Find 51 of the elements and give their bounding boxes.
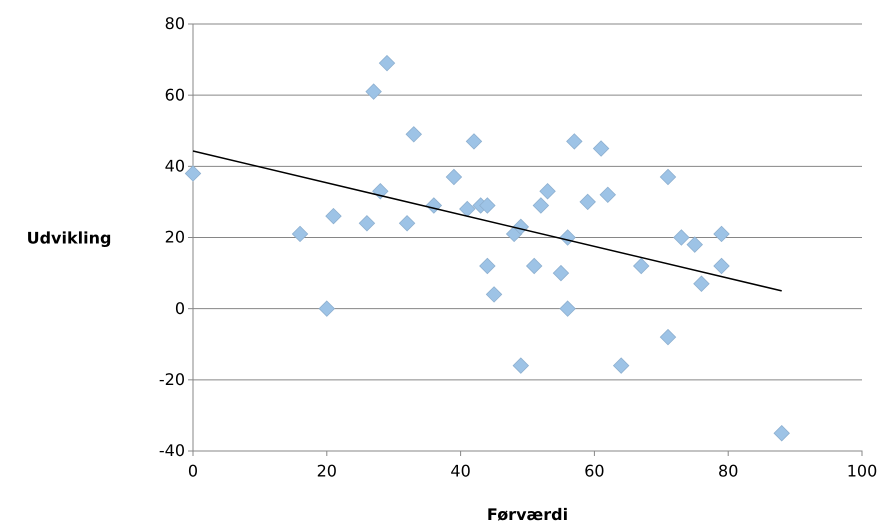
point — [532, 197, 549, 214]
x-tick-label: 100 — [846, 462, 878, 481]
point — [580, 194, 596, 210]
point — [713, 258, 730, 274]
point — [406, 126, 422, 142]
point — [325, 208, 342, 224]
y-tick-label: -20 — [158, 370, 185, 389]
x-tick-label: 60 — [584, 462, 605, 481]
point — [378, 55, 396, 72]
point — [459, 200, 476, 218]
point — [540, 183, 556, 200]
point — [713, 226, 730, 242]
x-tick-label: 80 — [718, 462, 738, 481]
y-tick-label: 0 — [174, 298, 185, 318]
x-tick-label: 40 — [450, 462, 471, 481]
point — [566, 133, 582, 150]
x-tick-label: 0 — [188, 462, 198, 481]
point — [479, 258, 496, 274]
point — [318, 300, 335, 317]
y-tick-label: -40 — [158, 441, 185, 460]
y-tick-label: 80 — [164, 14, 185, 34]
point — [526, 258, 542, 274]
point — [673, 229, 690, 246]
point — [560, 300, 576, 317]
point — [686, 236, 703, 253]
point — [292, 226, 308, 242]
point — [399, 215, 416, 232]
x-tick-label: 20 — [316, 462, 337, 481]
point — [446, 168, 462, 186]
point — [479, 197, 496, 214]
point — [366, 84, 382, 100]
point — [600, 186, 616, 203]
y-tick-label: 40 — [164, 156, 185, 176]
point — [372, 183, 388, 200]
point — [633, 258, 650, 274]
point — [593, 140, 610, 157]
point — [774, 425, 790, 442]
y-tick-label: 20 — [164, 228, 185, 247]
point — [184, 165, 202, 182]
y-axis-title: Udvikling — [26, 228, 112, 248]
point — [358, 215, 376, 232]
point — [660, 329, 676, 346]
point — [512, 358, 529, 374]
point — [552, 265, 570, 282]
y-tick-label: 60 — [164, 85, 185, 104]
x-axis-title: Førværdi — [486, 505, 568, 524]
point — [486, 286, 502, 303]
point — [693, 276, 710, 292]
point — [613, 358, 630, 374]
point — [660, 168, 676, 186]
point — [466, 133, 482, 150]
